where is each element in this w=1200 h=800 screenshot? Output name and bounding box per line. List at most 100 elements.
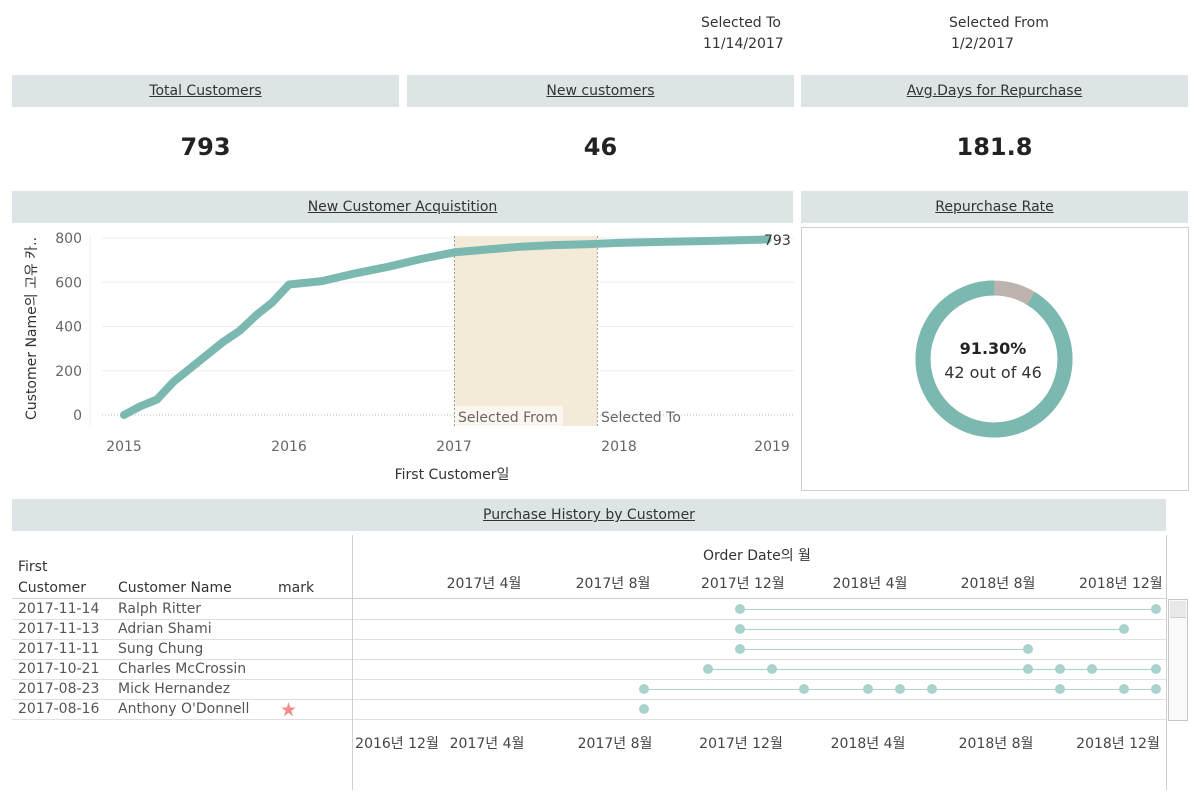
- purchase-dot[interactable]: [1119, 624, 1129, 634]
- selected-from-label: Selected From: [949, 15, 1049, 31]
- month-tick-label: 2018년 12월: [1079, 576, 1163, 592]
- purchase-dot[interactable]: [1023, 644, 1033, 654]
- kpi-new-customers-value: 46: [583, 133, 618, 161]
- month-tick-label: 2017년 12월: [701, 576, 785, 592]
- col-mark[interactable]: mark: [278, 580, 315, 596]
- selected-to-value[interactable]: 11/14/2017: [703, 36, 784, 52]
- selected-to-marker-label: Selected To: [601, 410, 681, 426]
- history-title: Purchase History by Customer: [483, 507, 695, 523]
- y-tick-label: 400: [55, 320, 82, 336]
- col-first-customer-1: First: [18, 559, 48, 575]
- purchase-span-line: [740, 649, 1028, 650]
- repurchase-detail: 42 out of 46: [944, 363, 1042, 382]
- customer-name: Sung Chung: [118, 641, 204, 657]
- selected-range-highlight: [454, 236, 598, 426]
- selected-from-marker-label: Selected From: [458, 410, 558, 426]
- y-axis-title: Customer Name의 고유 카..: [24, 237, 40, 420]
- table-row[interactable]: 2017-08-16 Anthony O'Donnell ★: [12, 699, 352, 721]
- table-row[interactable]: 2017-11-13 Adrian Shami: [12, 619, 352, 640]
- purchase-dot[interactable]: [799, 684, 809, 694]
- first-customer-date: 2017-11-13: [18, 621, 100, 637]
- selected-from-label-bg: [455, 406, 563, 426]
- purchase-dot[interactable]: [895, 684, 905, 694]
- customer-name: Mick Hernandez: [118, 681, 231, 697]
- order-date-axis-title: Order Date의 월: [703, 548, 811, 564]
- repurchase-donut[interactable]: 91.30% 42 out of 46: [802, 228, 1188, 490]
- timeline-row: [353, 659, 1166, 680]
- purchase-dot[interactable]: [1055, 664, 1065, 674]
- first-customer-date: 2017-08-16: [18, 701, 100, 717]
- selected-from-value[interactable]: 1/2/2017: [951, 36, 1014, 52]
- x-tick-label: 2016: [271, 439, 307, 455]
- acquisition-title: New Customer Acquistition: [307, 199, 498, 215]
- y-tick-label: 200: [55, 364, 82, 380]
- purchase-dot[interactable]: [1151, 664, 1161, 674]
- table-top-border: [12, 598, 1166, 599]
- purchase-dot[interactable]: [1119, 684, 1129, 694]
- month-tick-label: 2018년 8월: [958, 736, 1034, 752]
- repurchase-panel: 91.30% 42 out of 46: [801, 227, 1189, 491]
- kpi-title: New customers: [546, 83, 655, 99]
- kpi-avg-days-header: Avg.Days for Repurchase: [801, 75, 1188, 107]
- timeline-row: [353, 599, 1166, 620]
- table-row[interactable]: 2017-10-21 Charles McCrossin: [12, 659, 352, 680]
- month-tick-label: 2016년 12월: [355, 736, 439, 752]
- purchase-dot[interactable]: [1151, 684, 1161, 694]
- purchase-dot[interactable]: [1151, 604, 1161, 614]
- customer-name: Anthony O'Donnell: [118, 701, 250, 717]
- end-value-label: 793: [764, 233, 791, 249]
- history-header: Purchase History by Customer: [12, 499, 1166, 531]
- kpi-title: Avg.Days for Repurchase: [906, 83, 1083, 99]
- purchase-dot[interactable]: [639, 684, 649, 694]
- y-tick-label: 0: [73, 408, 82, 424]
- scrollbar-track[interactable]: [1168, 599, 1188, 721]
- repurchase-title: Repurchase Rate: [935, 199, 1054, 215]
- month-tick-label: 2017년 12월: [699, 736, 783, 752]
- col-first-customer-2[interactable]: Customer: [18, 580, 87, 596]
- acquisition-header: New Customer Acquistition: [12, 191, 793, 223]
- purchase-dot[interactable]: [1087, 664, 1097, 674]
- donut-repurchased-arc[interactable]: [896, 261, 1091, 456]
- first-customer-date: 2017-10-21: [18, 661, 100, 677]
- kpi-total-customers-value: 793: [180, 133, 231, 161]
- table-row[interactable]: 2017-11-11 Sung Chung: [12, 639, 352, 660]
- purchase-dot[interactable]: [735, 604, 745, 614]
- timeline-row: [353, 619, 1166, 640]
- customer-name: Adrian Shami: [118, 621, 212, 637]
- month-tick-label: 2017년 4월: [446, 576, 522, 592]
- kpi-avg-days-value: 181.8: [956, 133, 1033, 161]
- repurchase-header: Repurchase Rate: [801, 191, 1188, 223]
- selected-to-group: Selected To 11/14/2017: [701, 13, 784, 55]
- table-row[interactable]: 2017-08-23 Mick Hernandez: [12, 679, 352, 700]
- customer-name: Ralph Ritter: [118, 601, 202, 617]
- month-tick-label: 2018년 8월: [960, 576, 1036, 592]
- first-customer-date: 2017-11-14: [18, 601, 100, 617]
- x-tick-label: 2018: [601, 439, 637, 455]
- purchase-dot[interactable]: [703, 664, 713, 674]
- x-tick-label: 2017: [436, 439, 472, 455]
- table-row[interactable]: 2017-11-14 Ralph Ritter: [12, 599, 352, 620]
- purchase-dot[interactable]: [1055, 684, 1065, 694]
- acquisition-series-line[interactable]: [120, 235, 772, 419]
- purchase-dot[interactable]: [1023, 664, 1033, 674]
- purchase-dot[interactable]: [863, 684, 873, 694]
- col-customer-name[interactable]: Customer Name: [118, 580, 232, 596]
- x-tick-label: 2015: [106, 439, 142, 455]
- scrollbar-thumb[interactable]: [1170, 601, 1186, 618]
- purchase-dot[interactable]: [767, 664, 777, 674]
- purchase-span-line: [708, 669, 1156, 670]
- timeline-row: [353, 639, 1166, 660]
- purchase-dot[interactable]: [927, 684, 937, 694]
- timeline-row: [353, 679, 1166, 700]
- month-tick-label: 2018년 4월: [832, 576, 908, 592]
- purchase-span-line: [740, 629, 1124, 630]
- purchase-dot[interactable]: [735, 624, 745, 634]
- month-tick-label: 2017년 4월: [449, 736, 525, 752]
- table-divider: [352, 535, 353, 790]
- customer-name: Charles McCrossin: [118, 661, 247, 677]
- selected-from-group: Selected From 1/2/2017: [949, 13, 1049, 55]
- purchase-dot[interactable]: [639, 704, 649, 714]
- purchase-dot[interactable]: [735, 644, 745, 654]
- kpi-new-customers-header: New customers: [407, 75, 794, 107]
